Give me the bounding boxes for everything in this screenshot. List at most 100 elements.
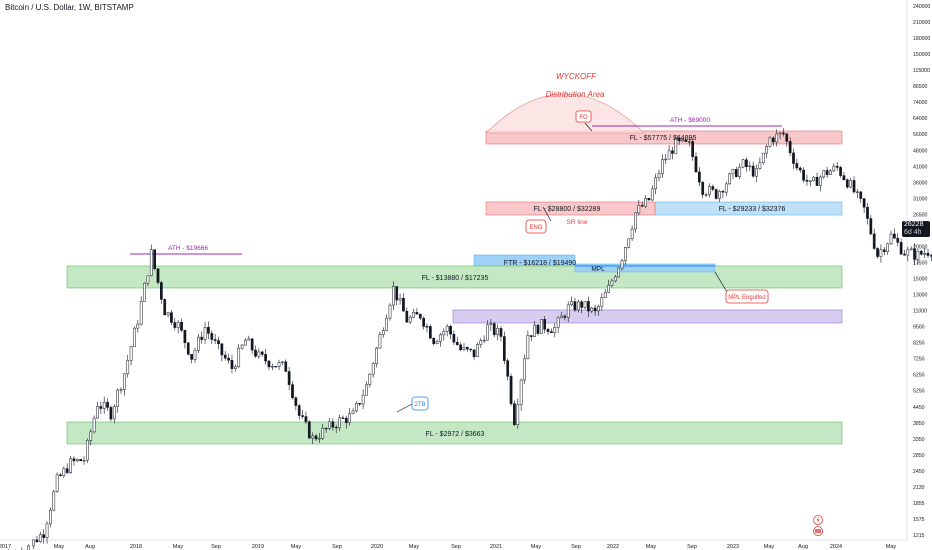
candle-body bbox=[610, 280, 614, 286]
candle-body bbox=[180, 321, 183, 331]
candle-body bbox=[351, 410, 355, 414]
candle-body bbox=[230, 360, 234, 369]
price-tick-label: 4450 bbox=[913, 405, 925, 411]
price-tick-label: 8250 bbox=[913, 341, 925, 347]
candle-body bbox=[728, 173, 731, 185]
candle-body bbox=[213, 339, 217, 341]
candle-body bbox=[516, 404, 520, 425]
candle-body bbox=[334, 426, 338, 429]
candle-body bbox=[418, 313, 422, 319]
price-tick-label: 86500 bbox=[913, 84, 928, 90]
candle-body bbox=[190, 354, 193, 360]
candle-body bbox=[270, 366, 274, 368]
price-tick-label: 150000 bbox=[913, 52, 930, 58]
ath-19666-label: ATH - $19666 bbox=[168, 245, 208, 252]
candle-body bbox=[233, 366, 237, 369]
price-tick-label: 1855 bbox=[913, 501, 925, 507]
candle-body bbox=[156, 268, 160, 283]
candle-body bbox=[291, 384, 294, 399]
time-tick-label: Sep bbox=[211, 544, 221, 550]
candle-body bbox=[718, 190, 721, 199]
candle-body bbox=[123, 373, 126, 390]
candle-body bbox=[677, 137, 681, 142]
price-tick-label: 6250 bbox=[913, 373, 925, 379]
mpl-label: MPL bbox=[591, 266, 605, 273]
candle-body bbox=[647, 197, 651, 201]
last-price-badge: 26228 6d 4h bbox=[902, 221, 930, 237]
zone-label-fl-28800: FL - $28800 / $32289 bbox=[534, 206, 601, 213]
candle-body bbox=[529, 335, 533, 337]
candle-body bbox=[738, 166, 742, 177]
candle-body bbox=[845, 179, 849, 188]
flag-icon-glyph bbox=[815, 529, 821, 533]
candle-body bbox=[112, 406, 116, 420]
zone-label-fl-13880: FL - $13880 / $17235 bbox=[422, 275, 489, 282]
time-tick-label: Sep bbox=[571, 544, 581, 550]
candle-body bbox=[597, 305, 600, 312]
candle-body bbox=[798, 167, 802, 171]
time-axis[interactable]: 2017 May Aug 2018 May Sep 2019 May Sep 2020 May Sep… bbox=[0, 544, 896, 550]
candle-body bbox=[499, 328, 503, 337]
candle-body bbox=[866, 207, 869, 219]
candle-body bbox=[405, 310, 409, 323]
candle-body bbox=[442, 331, 446, 336]
time-tick-label: 2019 bbox=[252, 544, 264, 550]
candle-body bbox=[580, 301, 584, 308]
candle-body bbox=[859, 191, 863, 199]
candle-body bbox=[38, 534, 42, 543]
two-tb-pointer bbox=[396, 403, 413, 413]
price-tick-label: 2850 bbox=[913, 453, 925, 459]
candle-body bbox=[358, 403, 362, 405]
candle-body bbox=[408, 316, 412, 323]
candle-body bbox=[630, 228, 634, 240]
candle-body bbox=[318, 438, 321, 440]
price-tick-label: 41000 bbox=[913, 164, 928, 170]
candle-body bbox=[109, 407, 113, 420]
candle-body bbox=[321, 427, 325, 439]
candle-body bbox=[277, 362, 281, 367]
candle-body bbox=[455, 341, 459, 346]
candle-body bbox=[311, 435, 315, 439]
candle-body bbox=[825, 170, 829, 175]
candle-body bbox=[469, 348, 473, 351]
price-axis[interactable]: 240000 210000 180000 150000 115000 86500 74000… bbox=[913, 4, 930, 539]
candle-body bbox=[782, 132, 785, 135]
time-tick-label: 2020 bbox=[371, 544, 383, 550]
candle-body bbox=[304, 416, 308, 422]
time-tick-label: Sep bbox=[687, 544, 697, 550]
candle-body bbox=[79, 459, 83, 462]
candle-body bbox=[415, 312, 419, 315]
candle-body bbox=[126, 360, 130, 375]
candle-body bbox=[536, 324, 540, 334]
candle-body bbox=[284, 361, 288, 372]
candle-body bbox=[244, 339, 247, 346]
candle-body bbox=[734, 169, 738, 177]
time-tick-label: Aug bbox=[798, 544, 808, 550]
candle-body bbox=[502, 336, 506, 361]
candle-body bbox=[324, 427, 328, 430]
candle-body bbox=[227, 357, 230, 361]
candle-body bbox=[35, 539, 39, 543]
candle-body bbox=[711, 186, 715, 190]
price-tick-label: 17500 bbox=[913, 260, 928, 266]
candle-body bbox=[926, 252, 930, 256]
time-tick-label: May bbox=[886, 544, 897, 550]
candle-body bbox=[661, 159, 664, 174]
candle-body bbox=[183, 330, 187, 343]
candle-body bbox=[116, 389, 119, 407]
candle-body bbox=[196, 336, 200, 351]
candle-body bbox=[607, 284, 610, 293]
candle-body bbox=[550, 331, 553, 334]
candle-body bbox=[556, 317, 560, 328]
candle-body bbox=[563, 315, 567, 318]
candle-body bbox=[412, 312, 415, 318]
candle-body bbox=[876, 248, 879, 257]
candle-body bbox=[102, 402, 106, 409]
candle-body bbox=[886, 243, 890, 252]
candle-body bbox=[220, 343, 224, 356]
candle-body bbox=[281, 361, 284, 363]
candle-body bbox=[338, 417, 341, 429]
candle-body bbox=[82, 460, 86, 462]
zone-label-fl-57775: FL - $57775 / $64895 bbox=[630, 135, 697, 142]
